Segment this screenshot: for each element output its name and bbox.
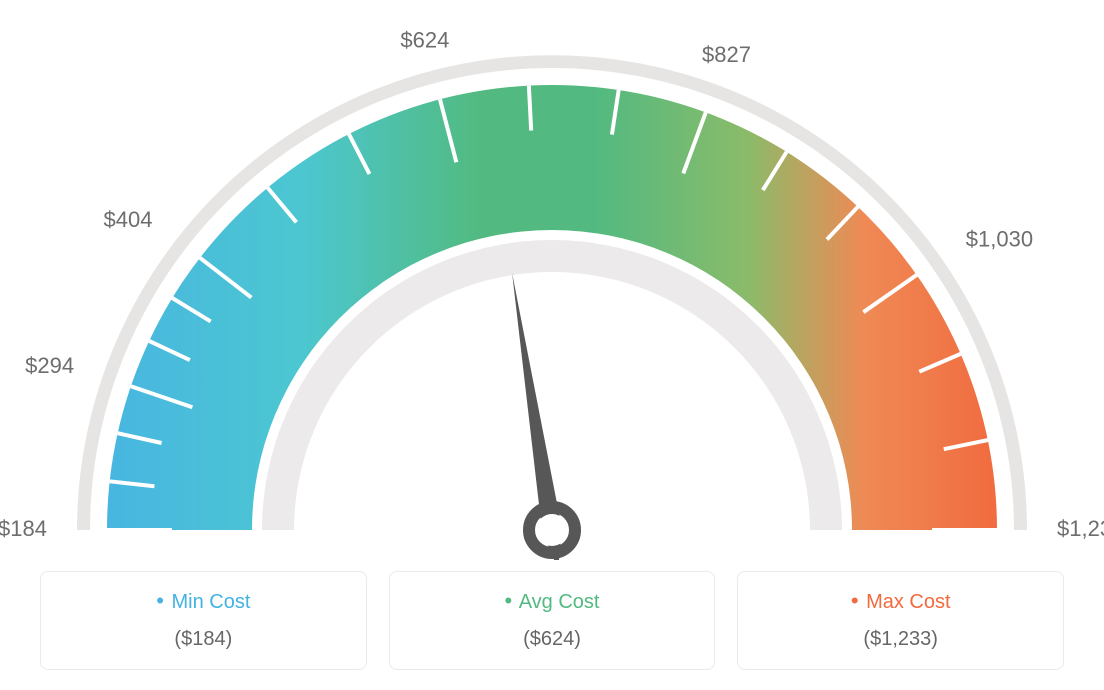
legend-max-value: ($1,233): [748, 628, 1053, 651]
dot-icon: •: [851, 588, 859, 613]
legend-row: • Min Cost ($184) • Avg Cost ($624) • Ma…: [40, 571, 1064, 670]
gauge-tick-label: $404: [104, 207, 153, 232]
legend-min-label: Min Cost: [172, 591, 251, 613]
legend-max-label: Max Cost: [866, 591, 950, 613]
legend-card-avg: • Avg Cost ($624): [389, 571, 716, 670]
legend-avg-label: Avg Cost: [519, 591, 600, 613]
dot-icon: •: [505, 588, 513, 613]
gauge-tick-label: $827: [702, 42, 751, 67]
gauge-tick-label: $294: [25, 353, 74, 378]
legend-max-title: • Max Cost: [748, 588, 1053, 614]
gauge-tick-label: $1,233: [1057, 516, 1104, 541]
gauge-tick-label: $624: [400, 27, 449, 52]
legend-card-max: • Max Cost ($1,233): [737, 571, 1064, 670]
dot-icon: •: [156, 588, 164, 613]
gauge-arc: [107, 85, 997, 530]
gauge-tick-label: $1,030: [966, 227, 1033, 252]
legend-avg-value: ($624): [400, 628, 705, 651]
legend-min-value: ($184): [51, 628, 356, 651]
gauge-needle-hub-hole: [536, 514, 568, 546]
gauge-minor-tick: [529, 86, 531, 131]
legend-min-title: • Min Cost: [51, 588, 356, 614]
legend-card-min: • Min Cost ($184): [40, 571, 367, 670]
legend-avg-title: • Avg Cost: [400, 588, 705, 614]
cost-gauge: $184 $294 $404 $624 $827 $1,030 $1,233: [0, 0, 1104, 560]
gauge-tick-label: $184: [0, 516, 47, 541]
